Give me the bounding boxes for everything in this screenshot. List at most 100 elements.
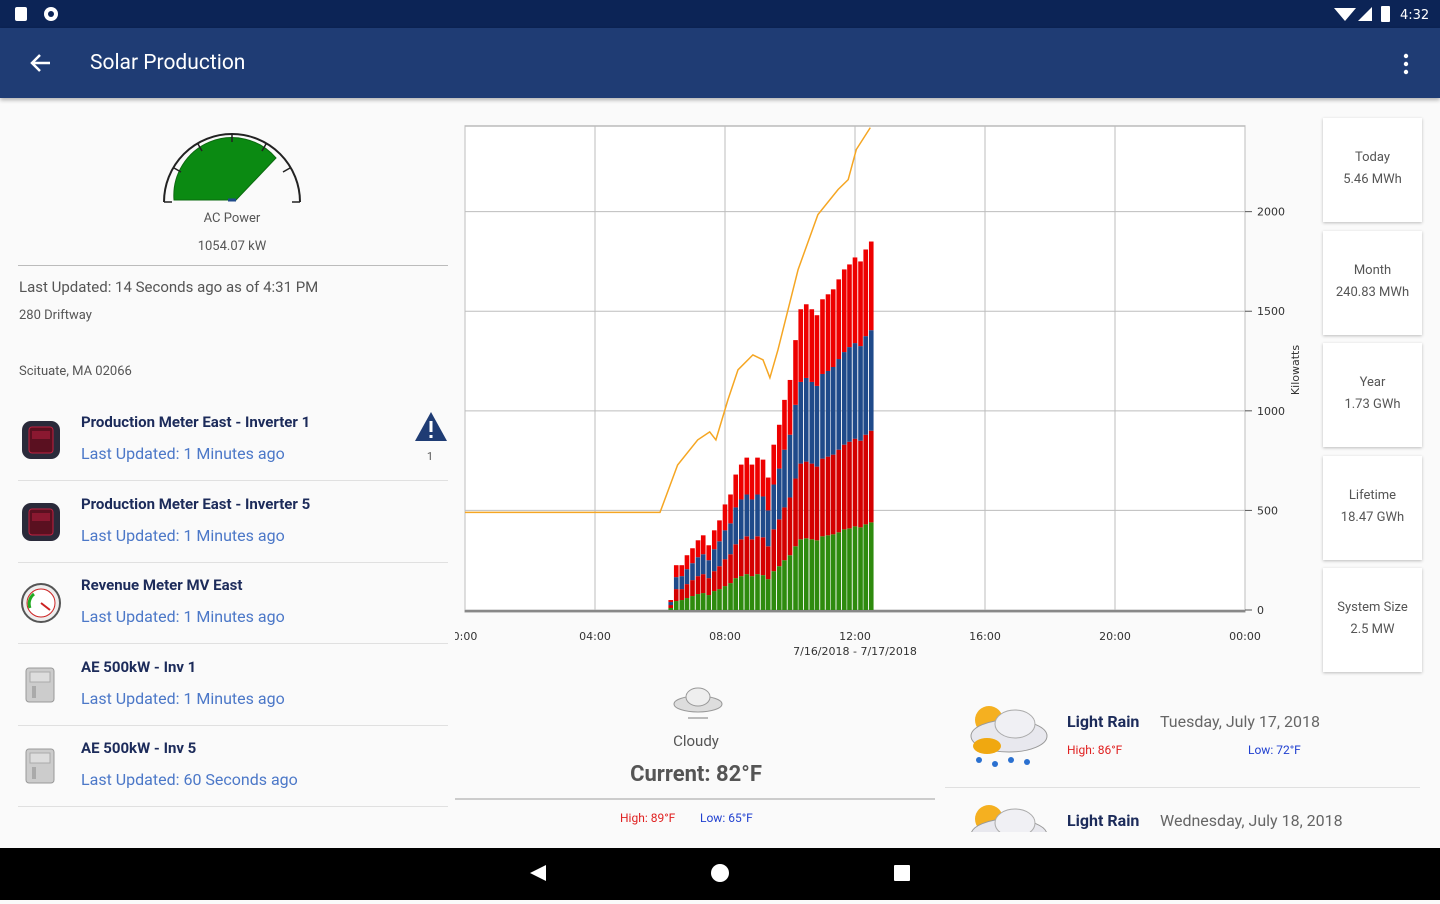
device-item[interactable]: Revenue Meter MV East Last Updated: 1 Min…: [0, 563, 455, 644]
rain-icon: [970, 706, 1048, 767]
bar-segment: [787, 434, 793, 498]
nav-buttons: [530, 864, 910, 882]
back-button[interactable]: [28, 51, 54, 75]
x-tick-label: 12:00: [839, 630, 871, 643]
bar-segment: [771, 484, 777, 530]
x-tick-label: 16:00: [969, 630, 1001, 643]
bar-segment: [820, 373, 825, 459]
bar-segment: [863, 434, 869, 525]
bar-segment: [673, 589, 679, 602]
bar-segment: [711, 571, 717, 592]
bar-segment: [684, 598, 690, 610]
bar-segment: [760, 459, 766, 497]
bar-segment: [841, 269, 847, 353]
bar-segment: [765, 579, 771, 610]
bar-segment: [814, 385, 820, 467]
bar-segment: [717, 520, 722, 542]
bar-segment: [782, 560, 787, 610]
bar-segment: [798, 381, 804, 464]
y-axis-title: Kilowatts: [1289, 345, 1302, 395]
bar-segment: [722, 586, 728, 610]
bar-segment: [706, 545, 712, 561]
alert-icon[interactable]: [413, 410, 449, 444]
forecast-high: High: 86°F: [1067, 743, 1123, 757]
bar-segment: [690, 548, 695, 564]
device-icon: [22, 502, 60, 541]
device-status: Last Updated: 1 Minutes ago: [81, 688, 285, 708]
bar-segment: [755, 494, 760, 537]
divider: [18, 480, 448, 481]
bar-segment: [679, 576, 685, 590]
bar-segment: [755, 574, 760, 610]
bar-segment: [744, 536, 750, 575]
bar-segment: [820, 458, 825, 537]
overflow-menu[interactable]: [1398, 52, 1414, 76]
bar-segment: [787, 497, 793, 556]
bar-segment: [700, 593, 706, 610]
bar-segment: [722, 559, 728, 587]
bar-segment: [820, 299, 825, 374]
bar-segment: [668, 605, 674, 609]
bar-segment: [684, 584, 690, 599]
bar-segment: [760, 496, 766, 538]
stat-card: Lifetime 18.47 GWh: [1323, 455, 1422, 560]
device-item[interactable]: Production Meter East - Inverter 1 Last U…: [0, 400, 455, 481]
device-status: Last Updated: 60 Seconds ago: [81, 770, 298, 789]
bar-segment: [847, 347, 852, 442]
low-temp: Low: 65°F: [700, 811, 753, 825]
y-tick-label: 2000: [1257, 206, 1285, 219]
stat-label: Month: [1353, 262, 1392, 278]
bar-segment: [711, 549, 717, 572]
nav-recents[interactable]: [894, 865, 910, 881]
bar-segment: [755, 536, 760, 575]
line-series: [465, 127, 871, 514]
bar-segment: [673, 577, 679, 590]
divider: [18, 265, 448, 266]
ac-power-gauge: [163, 133, 301, 203]
bar-segment: [793, 404, 798, 479]
bar-segment: [798, 539, 804, 610]
clock: 4:32: [1400, 8, 1429, 23]
bar-segment: [825, 535, 831, 610]
device-item[interactable]: AE 500kW - Inv 5 Last Updated: 60 Seconds…: [0, 726, 455, 807]
divider: [18, 643, 448, 644]
bar-segment: [728, 583, 733, 610]
bar-segment: [825, 294, 831, 371]
nav-bar: [0, 848, 1440, 900]
bar-segment: [679, 589, 685, 601]
x-tick-label: 0:00: [455, 630, 477, 643]
bar-segment: [830, 534, 836, 610]
device-item[interactable]: AE 500kW - Inv 1 Last Updated: 1 Minutes …: [0, 645, 455, 726]
bar-segment: [738, 499, 744, 540]
bar-segment: [728, 554, 733, 584]
alert-count: 1: [426, 450, 434, 463]
forecast-condition: Light Rain: [1067, 712, 1140, 731]
bar-segment: [765, 546, 771, 580]
bar-segment: [755, 457, 760, 495]
bar-segment: [684, 555, 690, 570]
device-item[interactable]: Production Meter East - Inverter 5 Last U…: [0, 482, 455, 563]
device-icon: [25, 667, 55, 702]
bar-segment: [836, 359, 842, 450]
bar-segment: [814, 315, 820, 386]
stat-card: System Size 2.5 MW: [1323, 568, 1422, 672]
nav-home[interactable]: [711, 864, 729, 882]
stat-label: Lifetime: [1348, 487, 1397, 503]
stat-card: Year 1.73 GWh: [1323, 343, 1422, 447]
nav-back[interactable]: [530, 865, 546, 881]
forecast-date: Tuesday, July 17, 2018: [1160, 712, 1320, 731]
bar-segment: [841, 444, 847, 530]
divider: [945, 787, 1420, 788]
bar-segment: [728, 494, 733, 524]
device-icon: [25, 748, 55, 784]
bar-segment: [809, 381, 815, 464]
bar-segment: [841, 529, 847, 610]
app-title: Solar Production: [90, 51, 246, 75]
y-tick-label: 500: [1257, 504, 1278, 517]
bar-segment: [711, 591, 717, 610]
stat-label: Year: [1359, 375, 1386, 390]
battery-icon: [1381, 6, 1390, 22]
bar-segment: [760, 575, 766, 610]
bar-segment: [803, 377, 809, 462]
